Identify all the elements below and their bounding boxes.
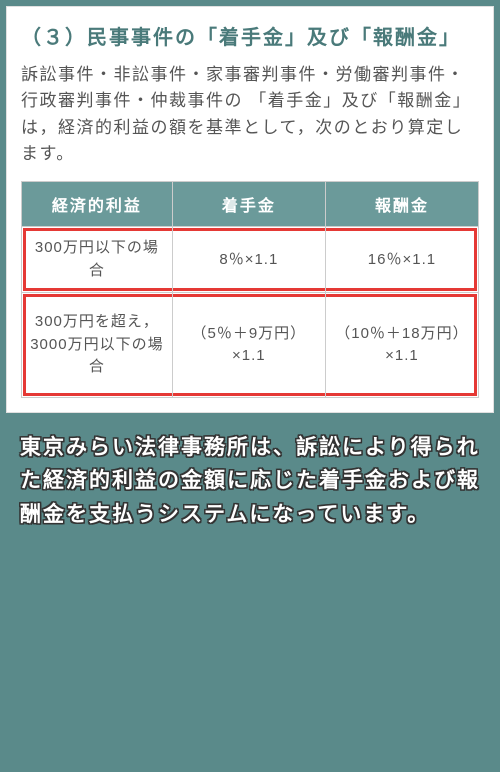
table-row: 300万円以下の場合 8％×1.1 16％×1.1 <box>22 227 479 293</box>
cell-text: 300万円を超え，3000万円以下の場合 <box>22 293 172 397</box>
cell-text: 300万円以下の場合 <box>22 227 172 292</box>
table-header: 着手金 <box>172 182 325 227</box>
table-header-row: 経済的利益 着手金 報酬金 <box>22 182 479 227</box>
cell-text: （5％＋9万円）×1.1 <box>173 305 325 386</box>
table-row: 300万円を超え，3000万円以下の場合 （5％＋9万円）×1.1 （10％＋1… <box>22 293 479 398</box>
table-cell: （5％＋9万円）×1.1 <box>172 293 325 398</box>
caption-block: 東京みらい法律事務所は、訴訟により得られた経済的利益の金額に応じた着手金および報… <box>6 413 494 542</box>
document-description: 訴訟事件・非訟事件・家事審判事件・労働審判事件・行政審判事件・仲裁事件の 「着手… <box>21 62 479 167</box>
table-cell: （10％＋18万円）×1.1 <box>325 293 478 398</box>
table-cell: 300万円を超え，3000万円以下の場合 <box>22 293 173 398</box>
caption-text: 東京みらい法律事務所は、訴訟により得られた経済的利益の金額に応じた着手金および報… <box>20 431 480 532</box>
table-cell: 16％×1.1 <box>325 227 478 293</box>
cell-text: （10％＋18万円）×1.1 <box>326 305 478 386</box>
table-cell: 8％×1.1 <box>172 227 325 293</box>
table-cell: 300万円以下の場合 <box>22 227 173 293</box>
cell-text: 16％×1.1 <box>326 239 478 282</box>
cell-text: 8％×1.1 <box>173 239 325 282</box>
fee-table: 経済的利益 着手金 報酬金 300万円以下の場合 8％×1.1 16％×1.1 … <box>21 181 479 398</box>
table-header: 報酬金 <box>325 182 478 227</box>
document-title: （３）民事事件の「着手金」及び「報酬金」 <box>21 23 479 54</box>
table-header: 経済的利益 <box>22 182 173 227</box>
document-card: （３）民事事件の「着手金」及び「報酬金」 訴訟事件・非訟事件・家事審判事件・労働… <box>6 6 494 413</box>
